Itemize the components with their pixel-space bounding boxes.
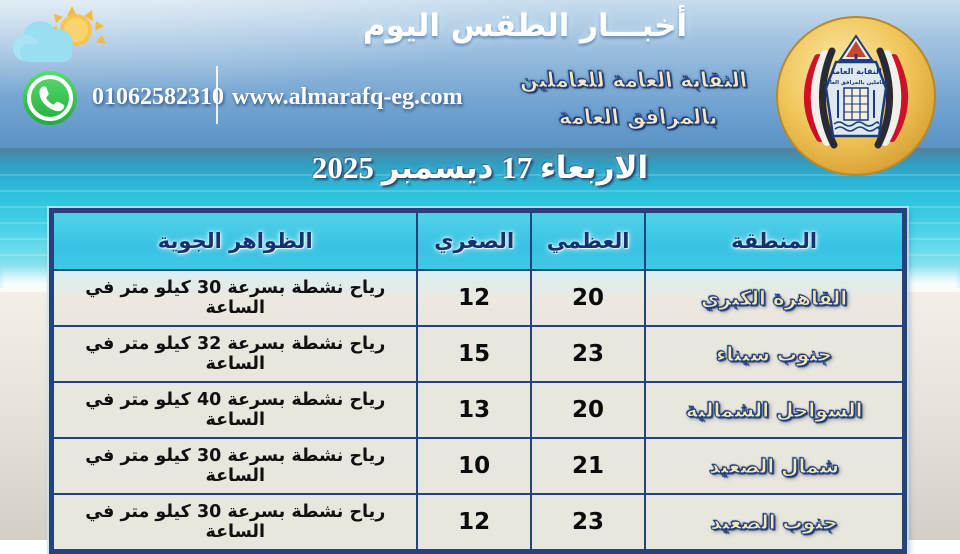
phenomena-cell: رياح نشطة بسرعة 30 كيلو متر في الساعة xyxy=(50,493,419,553)
max-temp-cell: 20 xyxy=(529,381,647,439)
emblem-shield: النقابة العامة للعاملين بالمرافق العامة xyxy=(823,34,889,138)
organization-name: النقابة العامة للعاملين بالمرافق العامة xyxy=(493,62,777,136)
min-temp-cell: 15 xyxy=(416,325,532,383)
max-temp-cell: 23 xyxy=(529,493,647,553)
max-temp-cell: 23 xyxy=(529,325,647,383)
phenomena-cell: رياح نشطة بسرعة 30 كيلو متر في الساعة xyxy=(50,437,419,495)
min-temp-cell: 12 xyxy=(416,269,532,327)
phenomena-cell: رياح نشطة بسرعة 40 كيلو متر في الساعة xyxy=(50,381,419,439)
phenomena-cell: رياح نشطة بسرعة 30 كيلو متر في الساعة xyxy=(50,269,419,327)
region-cell: القاهرة الكبري xyxy=(644,269,906,327)
contact-bar: 01062582310 www.almarafq-eg.com xyxy=(0,0,960,140)
contact-divider xyxy=(216,66,218,124)
min-temp-cell: 12 xyxy=(416,493,532,553)
sun-cloud-icon xyxy=(10,4,114,76)
cloud-icon xyxy=(13,21,73,62)
emblem-text-line1: النقابة العامة xyxy=(830,67,882,76)
egypt-flag-left xyxy=(803,47,838,149)
min-temp-cell: 13 xyxy=(416,381,532,439)
table-row: جنوب سيناء 23 15 رياح نشطة بسرعة 32 كيلو… xyxy=(50,325,906,383)
min-temp-cell: 10 xyxy=(416,437,532,495)
whatsapp-icon xyxy=(22,70,78,130)
region-cell: شمال الصعيد xyxy=(644,437,906,495)
max-temp-cell: 20 xyxy=(529,269,647,327)
max-temp-cell: 21 xyxy=(529,437,647,495)
column-header-min: الصغري xyxy=(416,209,532,271)
syndicate-logo: النقابة العامة للعاملين بالمرافق العامة xyxy=(774,14,938,182)
page-title: أخبـــار الطقس اليوم xyxy=(362,8,688,44)
region-cell: جنوب الصعيد xyxy=(644,493,906,553)
weather-table: المنطقة العظمي الصغري الظواهر الجوية الق… xyxy=(49,208,907,554)
table-row: القاهرة الكبري 20 12 رياح نشطة بسرعة 30 … xyxy=(50,269,906,327)
phone-number: 01062582310 xyxy=(92,84,224,110)
phenomena-cell: رياح نشطة بسرعة 32 كيلو متر في الساعة xyxy=(50,325,419,383)
column-header-region: المنطقة xyxy=(644,209,906,271)
table-row: السواحل الشمالية 20 13 رياح نشطة بسرعة 4… xyxy=(50,381,906,439)
egypt-flag-right xyxy=(874,47,909,149)
region-cell: السواحل الشمالية xyxy=(644,381,906,439)
table-header-row: المنطقة العظمي الصغري الظواهر الجوية xyxy=(50,209,906,271)
emblem-building xyxy=(837,87,875,121)
column-header-max: العظمي xyxy=(529,209,647,271)
organization-line1: النقابة العامة للعاملين xyxy=(517,68,749,93)
website-url: www.almarafq-eg.com xyxy=(232,84,463,110)
table-row: شمال الصعيد 21 10 رياح نشطة بسرعة 30 كيل… xyxy=(50,437,906,495)
organization-line2: بالمرافق العامة xyxy=(556,105,719,130)
emblem-text-line2: للعاملين بالمرافق العامة xyxy=(823,80,889,86)
date-heading: الاربعاء 17 ديسمبر 2025 xyxy=(311,150,649,185)
table-row: جنوب الصعيد 23 12 رياح نشطة بسرعة 30 كيل… xyxy=(50,493,906,553)
column-header-phenomena: الظواهر الجوية xyxy=(50,209,419,271)
region-cell: جنوب سيناء xyxy=(644,325,906,383)
